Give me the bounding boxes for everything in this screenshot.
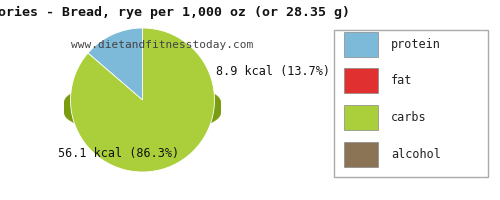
FancyBboxPatch shape [344,68,378,93]
FancyBboxPatch shape [344,142,378,167]
FancyBboxPatch shape [344,32,378,57]
Ellipse shape [64,90,220,130]
Ellipse shape [64,88,220,128]
Ellipse shape [64,82,220,122]
Text: Calories - Bread, rye per 1,000 oz (or 28.35 g): Calories - Bread, rye per 1,000 oz (or 2… [0,6,350,19]
Ellipse shape [64,92,220,131]
Ellipse shape [64,84,220,123]
Text: protein: protein [391,38,441,51]
Text: www.dietandfitnesstoday.com: www.dietandfitnesstoday.com [72,40,254,50]
Ellipse shape [64,85,220,125]
Wedge shape [70,28,215,172]
Ellipse shape [64,93,220,133]
Text: 8.9 kcal (13.7%): 8.9 kcal (13.7%) [216,66,330,78]
Text: 56.1 kcal (86.3%): 56.1 kcal (86.3%) [58,148,180,160]
Text: carbs: carbs [391,111,427,124]
Text: alcohol: alcohol [391,148,441,161]
Ellipse shape [64,87,220,127]
FancyBboxPatch shape [334,30,488,177]
Wedge shape [88,28,142,100]
Text: fat: fat [391,74,412,87]
FancyBboxPatch shape [344,105,378,130]
